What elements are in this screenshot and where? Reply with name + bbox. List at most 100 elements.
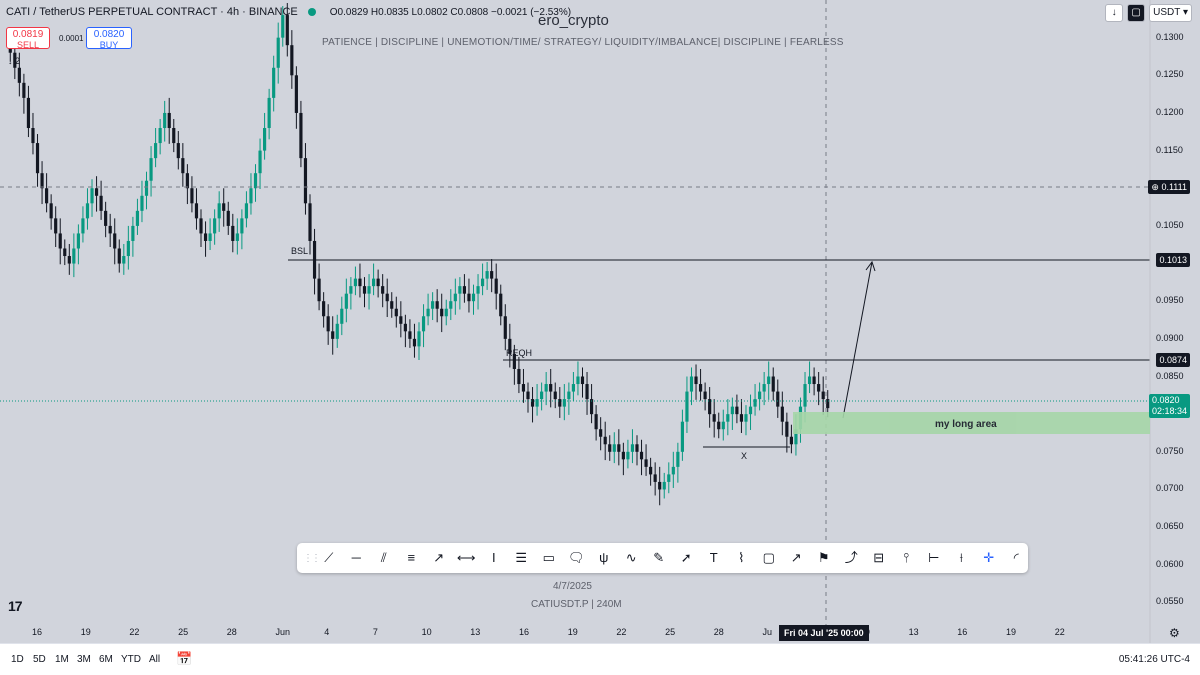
period-button[interactable]: 1M bbox=[55, 654, 69, 665]
candle-down bbox=[113, 233, 117, 249]
price-axis-tick: 0.1050 bbox=[1156, 219, 1184, 230]
measure-icon[interactable]: ⟊ bbox=[959, 550, 963, 565]
crosshair-icon[interactable]: ✛ bbox=[983, 550, 995, 565]
market-status-icon bbox=[307, 8, 316, 16]
arrow-marker-icon[interactable]: ➚ bbox=[680, 550, 692, 565]
date-range-icon[interactable]: ⊢ bbox=[928, 550, 940, 565]
candle-up bbox=[131, 225, 135, 241]
long-area-zone[interactable]: my long area bbox=[793, 412, 1150, 434]
flag-icon[interactable]: ⚑ bbox=[817, 550, 830, 565]
tradingview-logo[interactable]: 17 bbox=[8, 598, 23, 614]
candle-down bbox=[40, 173, 44, 189]
price-axis-tick: 0.1250 bbox=[1156, 69, 1184, 80]
plus-icon[interactable]: ⊕ bbox=[1151, 182, 1159, 192]
fib-extension-icon[interactable]: ☰ bbox=[515, 550, 528, 565]
period-button[interactable]: 6M bbox=[99, 654, 113, 665]
candle-down bbox=[22, 82, 26, 98]
candle-down bbox=[658, 481, 662, 490]
candle-up bbox=[140, 195, 144, 211]
candle-down bbox=[735, 406, 739, 415]
candle-down bbox=[49, 203, 53, 219]
ohlc-values: O0.0829 H0.0835 L0.0802 C0.0808 −0.0021 … bbox=[329, 6, 572, 18]
fullscreen-icon[interactable]: ▢ bbox=[1127, 4, 1146, 22]
candle-down bbox=[412, 338, 417, 347]
candle-down bbox=[326, 316, 330, 332]
horizontal-line-icon[interactable]: ─ bbox=[351, 550, 361, 565]
candle-up bbox=[217, 203, 221, 219]
clock[interactable]: 05:41:26 UTC-4 bbox=[1118, 654, 1190, 665]
candle-down bbox=[653, 474, 657, 482]
anchored-vwap-icon[interactable]: ⫯ bbox=[903, 550, 910, 565]
candle-down bbox=[58, 233, 62, 249]
curve-icon[interactable]: ◜ bbox=[1013, 550, 1019, 565]
info-line-icon[interactable]: ⟷ bbox=[456, 550, 476, 565]
candle-up bbox=[253, 173, 258, 189]
download-arrow-icon[interactable]: ↓ bbox=[1105, 4, 1124, 22]
currency-select[interactable]: USDT ▾ bbox=[1149, 4, 1192, 22]
long-position-icon[interactable]: ⊟ bbox=[873, 550, 885, 565]
candle-down bbox=[199, 218, 203, 234]
trend-line-icon[interactable]: ⟋ bbox=[324, 550, 334, 565]
time-axis-tick: 19 bbox=[80, 627, 91, 637]
settings-gear-icon[interactable]: ⚙ bbox=[1169, 626, 1180, 640]
arrow-icon[interactable]: ↗ bbox=[790, 550, 802, 565]
candle-up bbox=[281, 15, 285, 38]
callout-icon[interactable]: 🗨 bbox=[567, 550, 585, 565]
period-button[interactable]: YTD bbox=[121, 654, 141, 665]
bsl-label: BSL bbox=[291, 246, 309, 256]
rectangle-icon[interactable]: ▭ bbox=[542, 550, 555, 565]
price-axis-tick: 0.0700 bbox=[1156, 483, 1184, 494]
drag-handle-icon[interactable]: ⋮⋮ bbox=[303, 552, 321, 564]
parallel-channel-icon[interactable]: ⫽ bbox=[380, 550, 387, 565]
candle-down bbox=[35, 143, 40, 174]
pitchfork-icon[interactable]: ψ bbox=[599, 550, 609, 565]
period-button[interactable]: 3M bbox=[77, 654, 91, 665]
candle-down bbox=[358, 278, 362, 287]
time-axis-tick: 10 bbox=[421, 627, 432, 637]
text-icon[interactable]: T bbox=[709, 550, 718, 565]
time-axis-tick: Jun bbox=[275, 627, 291, 637]
comment-icon[interactable]: ▢ bbox=[762, 550, 775, 565]
path-icon[interactable]: ∿ bbox=[625, 550, 637, 565]
buy-label: BUY bbox=[99, 40, 119, 50]
calendar-icon[interactable]: 📅 bbox=[176, 651, 193, 666]
candle-up bbox=[671, 466, 675, 475]
sell-price: 0.0819 bbox=[12, 29, 44, 40]
period-button[interactable]: 5D bbox=[33, 654, 46, 665]
lot-size[interactable]: ↓ 2 bbox=[8, 56, 21, 66]
polyline-icon[interactable]: ⌇ bbox=[738, 550, 745, 565]
candle-up bbox=[154, 143, 158, 159]
candle-down bbox=[67, 256, 71, 264]
candle-up bbox=[208, 233, 212, 241]
candle-up bbox=[744, 414, 748, 422]
candle-up bbox=[458, 286, 462, 294]
fib-retracement-icon[interactable]: ≡ bbox=[407, 550, 416, 565]
sell-button[interactable]: 0.0819 SELL bbox=[6, 27, 50, 50]
time-axis-tick: 28 bbox=[713, 627, 724, 637]
forecast-icon[interactable]: ⤴ bbox=[844, 550, 858, 565]
period-button[interactable]: All bbox=[149, 654, 161, 665]
candle-down bbox=[54, 218, 58, 234]
ray-icon[interactable]: ↗ bbox=[433, 550, 445, 565]
projection-arrow bbox=[842, 261, 873, 419]
time-axis-tick: 22 bbox=[1054, 627, 1065, 637]
candle-down bbox=[580, 376, 585, 385]
symbol-title[interactable]: CATI / TetherUS PERPETUAL CONTRACT · 4h … bbox=[6, 6, 298, 18]
candle-up bbox=[335, 323, 339, 339]
author-watermark: ero_crypto bbox=[538, 12, 609, 29]
candle-down bbox=[194, 203, 199, 219]
drawing-tools-list: ⟋ ─ ⫽ ≡ ↗ ⟷ I ☰ ▭ 🗨 ψ ∿ ✎ ➚ T ⌇ ▢ ↗ ⚑ ⤴ ⊟ ⫯ ⊢ ⟊ ✛ ◜ bbox=[315, 546, 1030, 570]
candle-down bbox=[558, 399, 562, 407]
brush-icon[interactable]: ✎ bbox=[653, 550, 665, 565]
candle-down bbox=[285, 15, 289, 46]
candle-down bbox=[812, 376, 816, 385]
candle-down bbox=[190, 188, 194, 204]
candle-up bbox=[571, 384, 575, 392]
vertical-range-icon[interactable]: I bbox=[491, 550, 496, 565]
candle-down bbox=[104, 210, 108, 226]
candle-up bbox=[535, 399, 539, 407]
candle-down bbox=[45, 188, 49, 204]
buy-button[interactable]: 0.0820 BUY bbox=[86, 27, 132, 50]
period-button[interactable]: 1D bbox=[11, 654, 24, 665]
